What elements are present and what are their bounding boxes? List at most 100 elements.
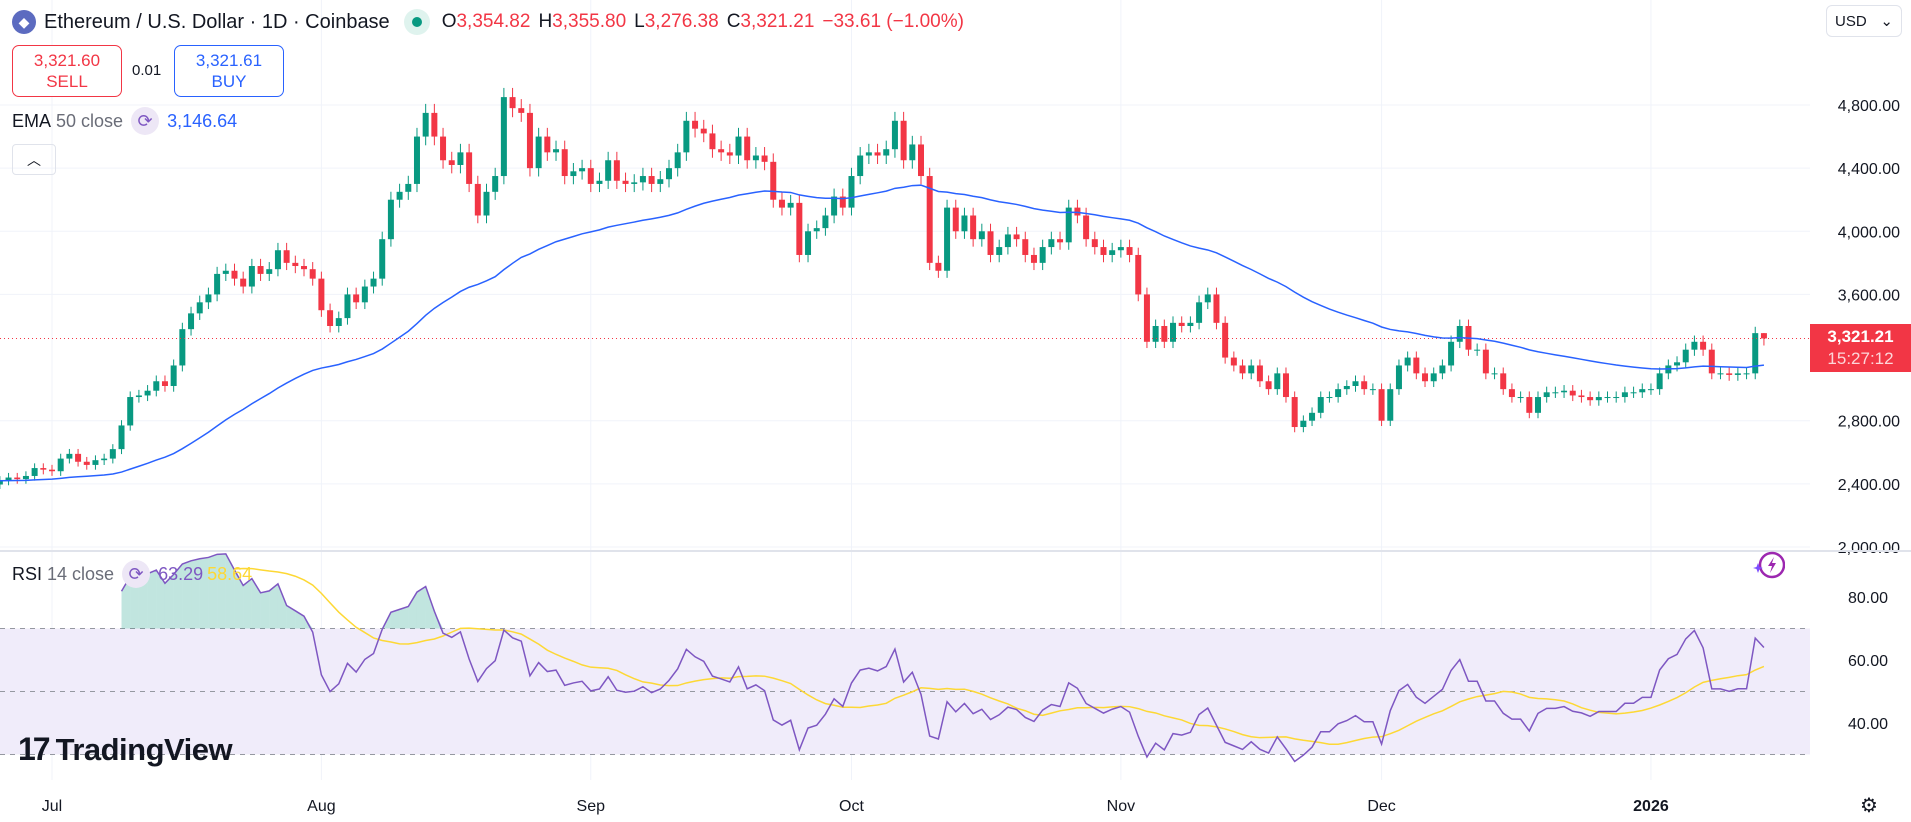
time-tick-label: Jul <box>42 798 62 815</box>
tradingview-logo[interactable]: 17 TradingView <box>18 731 233 768</box>
rsi-params: 14 close <box>47 563 115 584</box>
candle-body <box>14 477 21 480</box>
rsi-name: RSI <box>12 563 43 584</box>
refresh-icon[interactable]: ⟳ <box>122 560 151 588</box>
candle-body <box>1726 373 1733 375</box>
candle-body <box>1256 365 1263 382</box>
sell-button[interactable]: 3,321.60 SELL <box>12 45 122 97</box>
candle-body <box>961 215 968 232</box>
candle-body <box>1109 250 1116 255</box>
collapse-legend-button[interactable]: ︿ <box>12 144 56 175</box>
candle-body <box>1647 389 1654 391</box>
candle-body <box>1039 247 1046 263</box>
candle-body <box>1700 341 1707 350</box>
time-tick-label: 2026 <box>1633 798 1669 815</box>
candle-body <box>101 458 108 461</box>
rsi-overbought-fill <box>251 578 261 629</box>
candle-body <box>240 278 247 287</box>
candle-body <box>752 155 759 161</box>
time-tick-label: Oct <box>839 798 864 815</box>
currency-select[interactable]: USD ⌄ <box>1826 5 1902 37</box>
candle-body <box>66 453 73 459</box>
rsi-legend[interactable]: RSI 14 close ⟳ 63.29 58.64 <box>12 560 252 588</box>
ema-params: 50 close <box>56 110 124 131</box>
candle-body <box>1508 389 1515 398</box>
chevron-down-icon: ⌄ <box>1880 13 1893 30</box>
candle-body <box>587 168 594 184</box>
rsi-value: 63.29 <box>158 563 204 584</box>
candle-body <box>1456 326 1463 342</box>
candle-body <box>1022 239 1029 255</box>
candle-body <box>1491 373 1498 375</box>
candle-body <box>1309 412 1316 421</box>
candle-body <box>648 176 655 184</box>
candle-body <box>865 152 872 156</box>
candle-body <box>700 128 707 134</box>
candle-body <box>205 294 212 303</box>
candle-body <box>318 278 325 311</box>
lightning-icon[interactable] <box>1753 549 1785 581</box>
rsi-overbought-fill <box>243 578 252 629</box>
candle-body <box>413 136 420 184</box>
price-tick-label: 2,000.00 <box>1838 540 1900 557</box>
ethereum-icon: ◆ <box>12 10 36 34</box>
candle-body <box>891 120 898 150</box>
candle-body <box>770 161 777 200</box>
candle-body <box>709 133 716 150</box>
rsi-overbought-fill <box>425 586 435 629</box>
candle-body <box>1378 389 1385 421</box>
candle-body <box>1404 357 1411 366</box>
ema-line <box>0 184 1765 482</box>
candle-body <box>657 179 664 184</box>
refresh-icon[interactable]: ⟳ <box>131 107 160 135</box>
candle-body <box>1352 381 1359 386</box>
candle-body <box>605 160 612 181</box>
market-status-icon[interactable] <box>403 9 430 35</box>
candle-body <box>1274 373 1281 390</box>
candle-body <box>665 168 672 180</box>
candle-body <box>1413 357 1420 374</box>
candle-body <box>179 329 186 366</box>
candle-body <box>231 270 238 279</box>
rsi-ma-line <box>234 567 1765 746</box>
candle-body <box>500 97 507 177</box>
candle-body <box>1639 389 1646 393</box>
candle-body <box>1674 362 1681 366</box>
price-tick-label: 3,600.00 <box>1838 287 1900 304</box>
candle-body <box>1708 349 1715 374</box>
rsi-line <box>120 553 1765 763</box>
candle-body <box>1239 365 1246 374</box>
candle-body <box>309 269 316 279</box>
candle-body <box>1126 247 1133 255</box>
currency-value: USD <box>1835 12 1867 30</box>
candle-body <box>952 207 959 232</box>
candle-body <box>405 183 412 192</box>
candle-body <box>805 231 812 255</box>
candle-body <box>1613 397 1620 399</box>
buy-button[interactable]: 3,321.61 BUY <box>174 45 284 97</box>
settings-icon[interactable]: ⚙ <box>1860 795 1878 817</box>
candle-body <box>431 112 438 137</box>
candle-body <box>848 176 855 208</box>
rsi-overbought-fill <box>416 586 426 629</box>
rsi-overbought-fill <box>225 553 235 629</box>
candle-body <box>1343 385 1350 390</box>
rsi-overbought-fill <box>182 560 192 629</box>
symbol-title[interactable]: Ethereum / U.S. Dollar · 1D · Coinbase <box>44 10 390 33</box>
rsi-overbought-fill <box>234 569 244 629</box>
candle-body <box>1517 397 1524 399</box>
bar-countdown: 15:27:12 <box>1827 349 1894 368</box>
candle-body <box>292 262 299 267</box>
candle-body <box>22 475 29 480</box>
rsi-overbought-fill <box>164 574 174 629</box>
ema-legend[interactable]: EMA 50 close ⟳ 3,146.64 <box>12 107 237 135</box>
candle-body <box>1621 392 1628 398</box>
candle-body <box>822 215 829 229</box>
candle-body <box>1196 302 1203 323</box>
candle-body <box>1430 373 1437 382</box>
candle-body <box>248 266 255 287</box>
candle-body <box>944 207 951 271</box>
candle-body <box>0 480 3 485</box>
candle-body <box>75 453 82 462</box>
